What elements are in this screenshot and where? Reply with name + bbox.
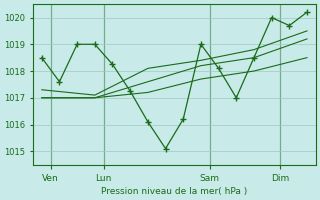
X-axis label: Pression niveau de la mer( hPa ): Pression niveau de la mer( hPa ): [101, 187, 247, 196]
